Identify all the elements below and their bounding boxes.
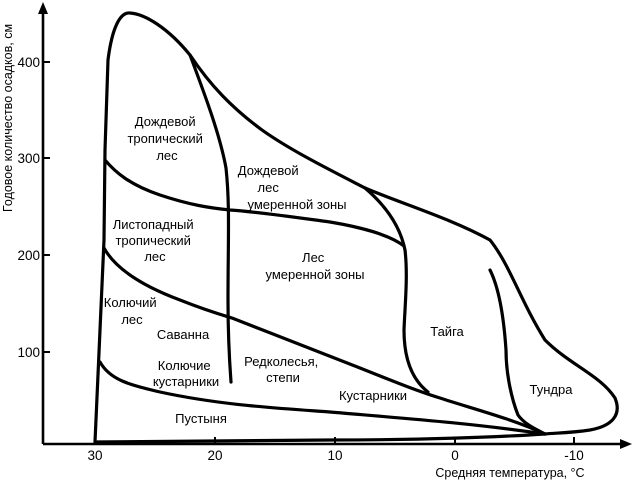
zone-labels: Дождевой тропический лес Дождевой лес ум… <box>104 114 573 426</box>
zone-label-tropical-rainforest: Дождевой тропический лес <box>127 114 206 163</box>
zone-label-shrubland: Кустарники <box>339 388 407 403</box>
y-tick-label: 200 <box>17 248 40 263</box>
y-tick-label: 400 <box>17 55 40 70</box>
zone-label-thorn-forest: Колючий лес <box>104 295 161 327</box>
zone-label-taiga: Тайга <box>430 324 464 339</box>
zone-label-tropical-deciduous-forest: Листопадный тропический лес <box>113 217 198 264</box>
x-tick-label: 10 <box>327 448 342 463</box>
y-axis-title: Годовое количество осадков, см <box>1 24 15 212</box>
zone-label-thorn-scrub: Колючие кустарники <box>153 358 219 389</box>
y-tick-label: 100 <box>17 345 40 360</box>
boundary-temperate-rainforest-taiga <box>363 186 430 394</box>
x-axis-arrow <box>620 439 632 449</box>
zone-label-desert: Пустыня <box>175 411 227 426</box>
boundary-taiga-tundra <box>488 268 547 436</box>
zone-label-savanna: Саванна <box>157 327 210 342</box>
boundary-shrub-desert <box>98 360 547 436</box>
zone-label-woodland-steppe: Редколесья, степи <box>244 354 322 385</box>
boundary-tropical-temperate-upper <box>188 53 233 384</box>
x-tick-label: 30 <box>87 448 102 463</box>
x-tick-labels: 30 20 10 0 -10 <box>87 448 583 463</box>
boundary-deciduous-thorn <box>102 246 547 436</box>
biome-boundaries <box>93 11 619 444</box>
x-axis-title: Средняя температура, °C <box>435 466 584 480</box>
x-tick-label: -10 <box>564 448 584 463</box>
zone-label-temperate-rainforest: Дождевой лес умеренной зоны <box>238 163 347 212</box>
zone-label-temperate-forest: Лес умеренной зоны <box>265 250 364 282</box>
boundary-rainforest-deciduous <box>103 158 406 248</box>
y-tick-labels: 400 300 200 100 <box>17 55 40 360</box>
y-axis-arrow <box>38 2 48 14</box>
x-tick-label: 20 <box>207 448 222 463</box>
x-tick-label: 0 <box>451 448 459 463</box>
zone-label-tundra: Тундра <box>530 382 574 397</box>
y-tick-label: 300 <box>17 151 40 166</box>
